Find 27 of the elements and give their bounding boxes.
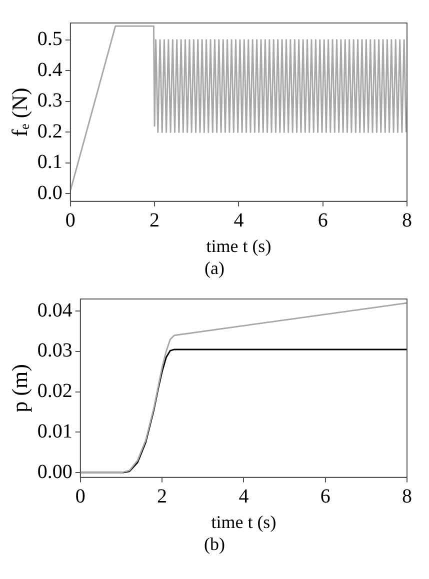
x-tick-label: 2 xyxy=(157,486,168,508)
y-tick-label: 0.00 xyxy=(37,460,72,483)
y-tick-label: 0.3 xyxy=(37,90,62,112)
y-axis-title: p (m) xyxy=(6,364,32,412)
x-tick-label: 4 xyxy=(238,486,249,508)
x-tick-label: 2 xyxy=(150,210,160,232)
y-tick-label: 0.1 xyxy=(37,151,62,174)
text: (b) xyxy=(203,534,226,556)
x-axis-title: time t (s) xyxy=(206,236,272,256)
y-tick-label: 0.5 xyxy=(37,28,62,50)
x-tick-label: 0 xyxy=(65,210,76,232)
y-tick-label: 0.02 xyxy=(37,380,72,402)
x-tick-label: 6 xyxy=(318,210,328,232)
x-tick-label: 0 xyxy=(75,486,86,508)
x-tick-label: 8 xyxy=(402,210,412,232)
x-tick-label: 6 xyxy=(320,486,330,508)
y-tick-label: 0.4 xyxy=(37,58,62,81)
x-tick-label: 8 xyxy=(402,486,412,508)
y-tick-label: 0.04 xyxy=(37,299,72,322)
y-tick-label: 0.2 xyxy=(37,120,62,142)
x-tick-label: 4 xyxy=(234,210,244,232)
text: (a) xyxy=(204,258,226,280)
y-tick-label: 0.01 xyxy=(37,420,72,442)
y-axis-title: fₑ (N) xyxy=(6,88,32,137)
y-tick-label: 0.0 xyxy=(37,182,62,204)
x-axis-title: time t (s) xyxy=(211,512,276,532)
y-tick-label: 0.03 xyxy=(37,340,72,362)
